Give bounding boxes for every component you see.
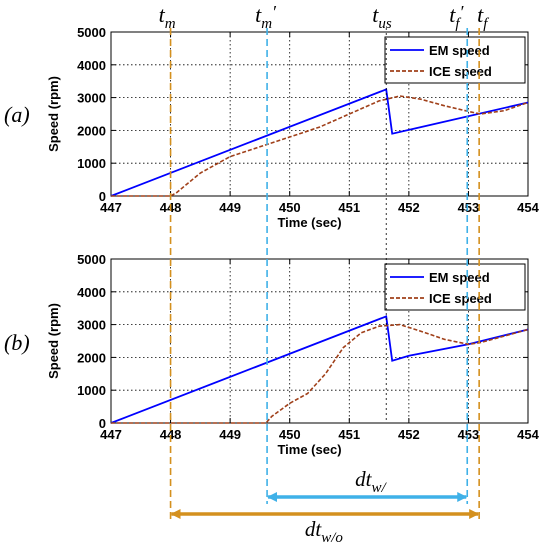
x-tick-label: 451	[338, 427, 360, 442]
x-axis-label: Time (sec)	[277, 442, 341, 457]
legend	[384, 36, 526, 84]
x-axis-label: Time (sec)	[277, 215, 341, 230]
legend-entry: ICE speed	[429, 291, 492, 306]
series-line-ice-speed	[111, 95, 529, 197]
y-tick-label: 0	[99, 416, 106, 431]
marker-label: tm′	[255, 2, 277, 32]
x-tick-label: 450	[279, 200, 301, 215]
panel-label: (a)	[4, 102, 30, 127]
y-tick-label: 1000	[77, 156, 106, 171]
y-tick-label: 2000	[77, 123, 106, 138]
x-tick-label: 451	[338, 200, 360, 215]
x-tick-label: 447	[100, 200, 122, 215]
legend	[384, 263, 526, 311]
y-tick-label: 5000	[77, 252, 106, 267]
plot-frame	[110, 258, 529, 424]
x-tick-label: 449	[219, 200, 241, 215]
x-tick-label: 454	[517, 200, 539, 215]
legend-entry: ICE speed	[429, 64, 492, 79]
x-tick-label: 450	[279, 427, 301, 442]
plot-frame	[110, 31, 529, 197]
series-line-ice-speed	[111, 323, 529, 424]
legend-entry: EM speed	[429, 43, 490, 58]
y-axis-label: Speed (rpm)	[46, 76, 61, 152]
y-tick-label: 3000	[77, 318, 106, 333]
y-tick-label: 1000	[77, 383, 106, 398]
x-tick-label: 452	[398, 200, 420, 215]
marker-label: tf′	[449, 2, 464, 32]
y-tick-label: 4000	[77, 285, 106, 300]
interval-label: dtw/o	[305, 517, 344, 546]
panel-b: (b) 447 448 449 450 451 452 453 454 0 1000 2000 3000…	[4, 252, 540, 457]
x-tick-label: 449	[219, 427, 241, 442]
y-tick-label: 4000	[77, 58, 106, 73]
panel-a: (a)447 448 449 450 451 452 453 4540100020003000…	[4, 25, 540, 230]
marker-label: tus	[372, 2, 392, 32]
y-tick-label: 0	[99, 189, 106, 204]
x-tick-label: 452	[398, 427, 420, 442]
x-tick-label: 453	[458, 427, 480, 442]
series-line-em-speed	[110, 88, 529, 197]
interval-label: dtw/	[355, 467, 387, 496]
y-tick-label: 5000	[77, 25, 106, 40]
marker-label: tm	[159, 2, 176, 32]
panel-label: (b)	[4, 330, 30, 355]
x-tick-label: 447	[100, 427, 122, 442]
series-line-em-speed	[110, 315, 529, 424]
y-tick-label: 2000	[77, 350, 106, 365]
marker-label: tf	[477, 2, 489, 32]
y-axis-label: Speed (rpm)	[46, 303, 61, 379]
x-tick-label: 448	[160, 427, 182, 442]
x-tick-label: 453	[458, 200, 480, 215]
legend-entry: EM speed	[429, 270, 490, 285]
y-tick-label: 3000	[77, 91, 106, 106]
x-tick-label: 454	[517, 427, 539, 442]
